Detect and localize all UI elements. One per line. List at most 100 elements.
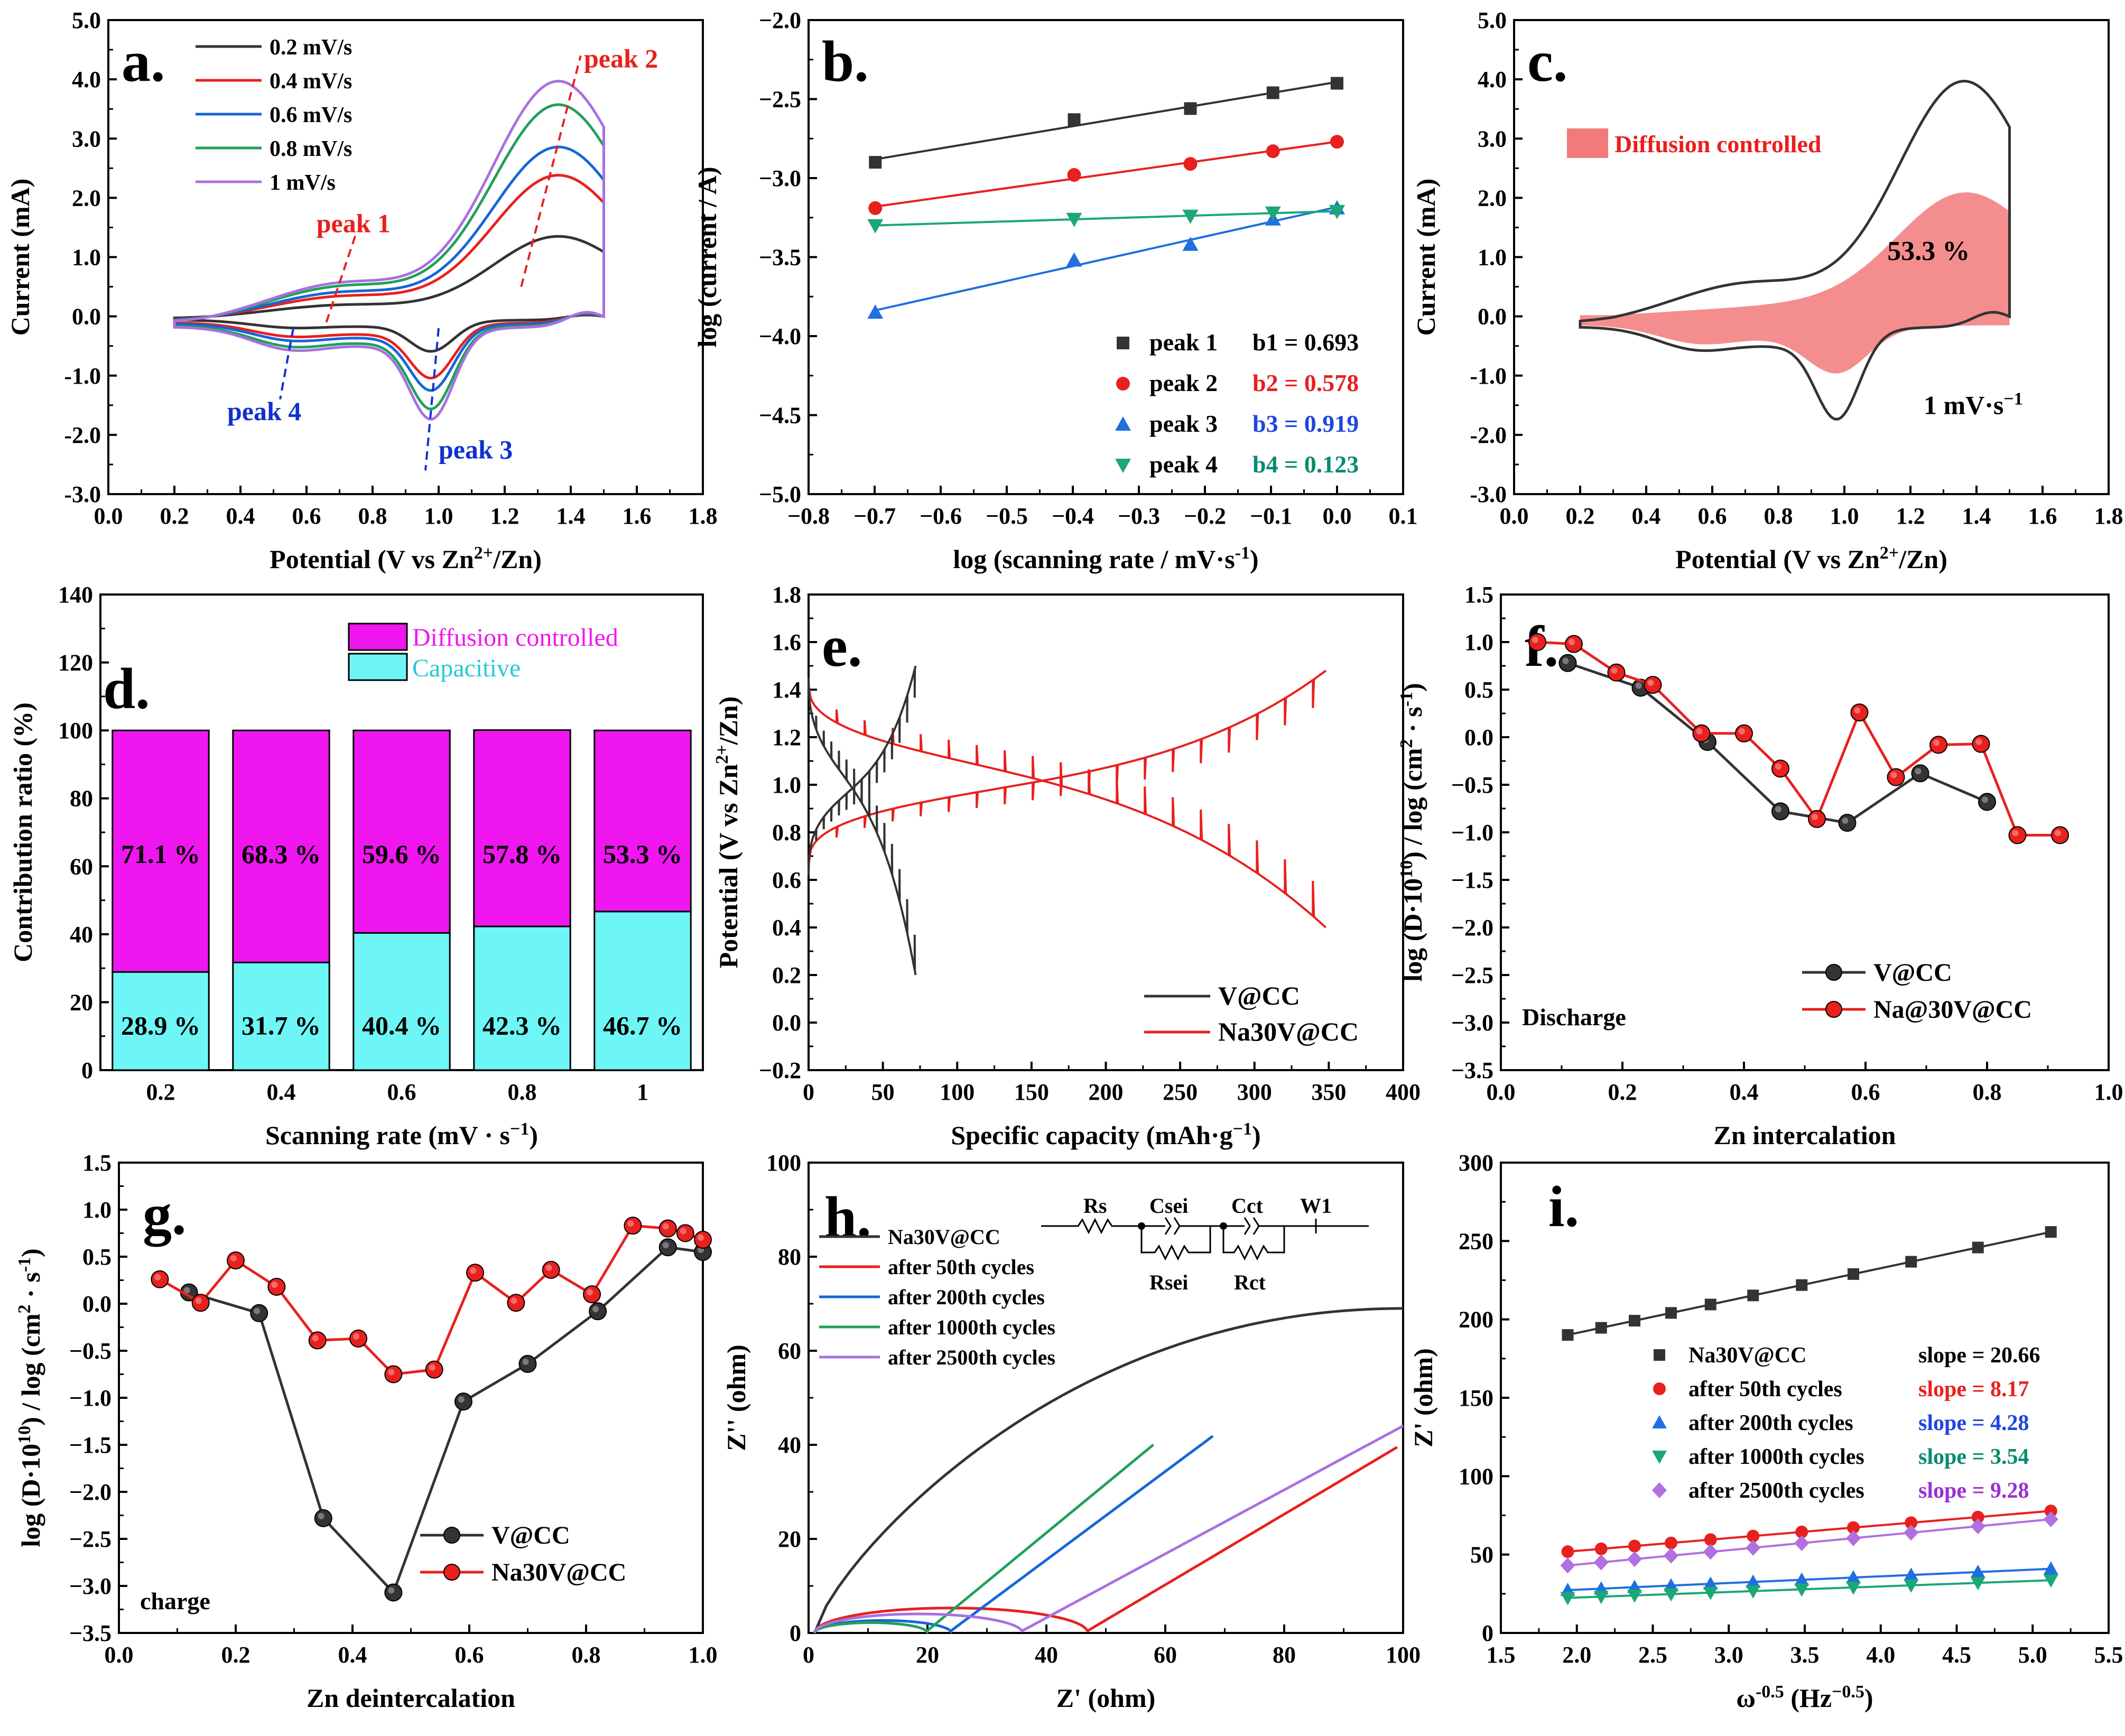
data-point [1664,1588,1678,1602]
legend-slope: slope = 3.54 [1918,1445,2029,1469]
x-tick-label: 100 [1386,1642,1421,1668]
discharge-curve [808,677,917,976]
legend-label: Diffusion controlled [412,624,618,652]
x-label-text: Scanning rate (mV · s [265,1120,510,1150]
y-tick-label: 150 [1459,1385,1493,1411]
legend-marker [1652,1415,1667,1428]
data-point-highlight [458,1396,465,1403]
y-label-text: Current (mA) [1411,179,1441,336]
data-point [2044,1505,2057,1518]
y-tick-label: 5.0 [1478,7,1507,33]
y-tick-label: 0 [1482,1620,1493,1646]
data-point [1629,1315,1640,1327]
legend-label: 0.4 mV/s [270,69,352,94]
y-tick-label: 0.0 [772,1010,801,1036]
data-point-highlight [1739,728,1745,735]
x-tick-label: 50 [871,1079,895,1105]
legend-label: after 50th cycles [1688,1377,1842,1401]
x-tick-label: 150 [1014,1079,1049,1105]
x-tick-label: 1.8 [689,503,718,529]
x-tick-label: 0 [803,1642,814,1668]
data-point [589,1302,607,1321]
y-tick-label: 2.0 [72,185,101,211]
rate-sup: −1 [2003,389,2022,409]
data-point [384,1365,403,1384]
data-point-highlight [511,1297,517,1304]
bar-capacitive [593,911,692,1071]
data-point [1771,759,1789,778]
data-point-highlight [627,1220,634,1227]
bar-capacitive [352,932,451,1071]
x-label-tail: ) [1252,1120,1261,1150]
data-point-highlight [662,1242,669,1249]
resistor-rsei [1140,1226,1211,1261]
y-tick-label: −2.5 [1451,962,1493,988]
y-tick-label: 0 [790,1620,801,1646]
x-tick-label: 0.0 [1500,503,1529,529]
legend-label: 0.6 mV/s [270,103,352,127]
circuit-label: Csei [1149,1194,1188,1218]
data-point-highlight [1933,739,1940,746]
bar-capacitive [473,925,571,1071]
x-label-text: log (scanning rate / mV·s [953,544,1235,574]
data-point-highlight [1775,763,1781,770]
x-tick-label: 0.2 [221,1642,250,1668]
y-axis-label: Current (mA) [1411,179,1441,336]
data-point [1746,1539,1761,1556]
data-point-highlight [1562,657,1569,664]
data-point [1795,1525,1808,1538]
y-tick-label: 20 [70,989,93,1015]
panel-label: e. [822,614,862,679]
data-point [1972,1241,1984,1254]
fit-line [1567,1231,2052,1336]
circuit-label: W1 [1300,1194,1332,1218]
panel-b: −0.8 −0.7 −0.6 −0.5 −0.4 −0.3 −0.2 −0.1 0.0 0.1 −5… [692,7,1418,574]
data-point [1971,1510,1984,1524]
legend-marker [1652,1451,1667,1464]
bar-label: 40.4 % [362,1011,441,1041]
y-label-text: log (D·10 [16,1444,45,1547]
y-tick-label: −4.5 [759,403,801,429]
circuit-label: Rs [1083,1194,1107,1218]
data-point [1627,1590,1642,1603]
x-tick-label: 80 [1273,1642,1296,1668]
y-tick-label: 1.6 [772,629,801,655]
data-point [1067,168,1081,182]
y-tick-label: -1.0 [1470,363,1507,389]
data-point-highlight [1532,637,1538,643]
x-label-sup: 2+ [1880,543,1899,563]
y-tick-label: 1.0 [1464,629,1493,655]
y-tick-label: 0.0 [1464,725,1493,750]
y-tick-label: 20 [778,1526,801,1552]
plot-frame [808,593,1404,1071]
data-point [1703,1544,1718,1560]
data-point [151,1270,169,1288]
x-tick-label: −0.1 [1250,503,1292,529]
y-tick-label: 50 [1470,1542,1493,1568]
y-tick-label: 0 [81,1057,93,1083]
legend-swatch [348,653,408,681]
x-tick-label: 0.0 [1487,1079,1516,1105]
legend-label: after 2500th cycles [1688,1479,1864,1503]
data-point [1644,676,1662,694]
panel-d: 0.2 0.4 0.6 0.8 1 0 20 40 60 80 100 120 140 Scanning … [8,582,704,1150]
data-point [1330,135,1344,149]
data-point [1703,1576,1718,1590]
peak-guide [279,328,294,400]
y-tick-label: 1.8 [772,582,801,608]
x-tick-label: 0.2 [1608,1079,1637,1105]
data-point [267,1277,286,1296]
x-tick-label: 0.4 [267,1079,296,1105]
x-tick-label: 0.4 [338,1642,367,1668]
legend-label: V@CC [1218,981,1300,1010]
data-point [1929,736,1947,754]
x-tick-label: 1.4 [556,503,586,529]
legend-label: Capacitive [412,654,521,682]
data-point [1794,1583,1810,1597]
data-point [1846,1530,1861,1546]
y-axis-label: log (D·1010) / log (cm2 · s-1) [15,1248,46,1547]
y-tick-label: -2.0 [64,422,101,448]
x-label-sup: 2+ [474,543,493,563]
panel-label: d. [103,656,150,721]
y-label-sup: -1 [1397,692,1416,707]
